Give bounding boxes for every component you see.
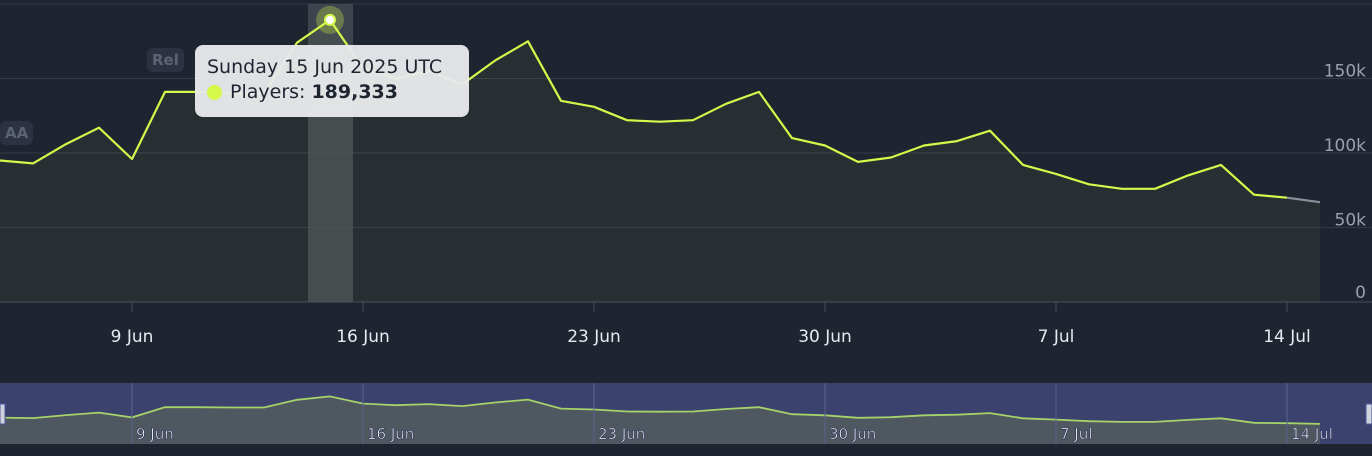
- x-tick-label: 30 Jun: [798, 327, 852, 347]
- aa-marker[interactable]: AA: [0, 121, 34, 145]
- navigator-tick-label: 16 Jun: [367, 425, 414, 443]
- tooltip-date: Sunday 15 Jun 2025 UTC: [207, 56, 443, 78]
- navigator-tick-label: 30 Jun: [829, 425, 876, 443]
- navigator-selection[interactable]: [0, 383, 1372, 444]
- aa-marker-label: AA: [5, 124, 29, 142]
- x-tick-label: 14 Jul: [1263, 327, 1311, 347]
- highlight-point[interactable]: [324, 13, 336, 26]
- release-marker[interactable]: Rel: [147, 48, 184, 72]
- y-tick-label: 50k: [1335, 211, 1367, 231]
- navigator-tick-label: 9 Jun: [136, 425, 174, 443]
- navigator-tick-label: 14 Jul: [1291, 425, 1333, 443]
- y-tick-label: 100k: [1324, 136, 1366, 156]
- y-tick-label: 150k: [1324, 62, 1366, 82]
- navigator-line: [0, 395, 1321, 425]
- navigator[interactable]: 9 Jun 16 Jun 23 Jun 30 Jun 7 Jul 14 Jul: [0, 383, 1372, 444]
- x-axis: 9 Jun 16 Jun 23 Jun 30 Jun 7 Jul 14 Jul: [111, 302, 1311, 347]
- x-tick-label: 9 Jun: [111, 327, 154, 347]
- y-axis: 0 50k 100k 150k: [1324, 62, 1366, 304]
- series-line-partial: [1286, 196, 1321, 204]
- tooltip: Sunday 15 Jun 2025 UTC Players: 189,333: [195, 45, 469, 117]
- tooltip-series-label: Players:: [230, 81, 306, 103]
- navigator-area: [0, 396, 1320, 444]
- y-tick-label: 0: [1355, 283, 1366, 303]
- series-color-dot-icon: [207, 85, 222, 100]
- navigator-tick-label: 23 Jun: [598, 425, 645, 443]
- release-marker-label: Rel: [152, 51, 179, 69]
- tooltip-value: 189,333: [311, 81, 398, 103]
- navigator-tick-label: 7 Jul: [1060, 425, 1092, 443]
- navigator-handle-left[interactable]: [0, 403, 6, 425]
- x-tick-label: 7 Jul: [1038, 327, 1075, 347]
- tooltip-value-row: Players: 189,333: [207, 80, 457, 105]
- x-tick-label: 16 Jun: [336, 327, 390, 347]
- x-tick-label: 23 Jun: [567, 327, 621, 347]
- tooltip-date-row: Sunday 15 Jun 2025 UTC: [207, 55, 457, 80]
- navigator-handle-right[interactable]: [1365, 403, 1372, 425]
